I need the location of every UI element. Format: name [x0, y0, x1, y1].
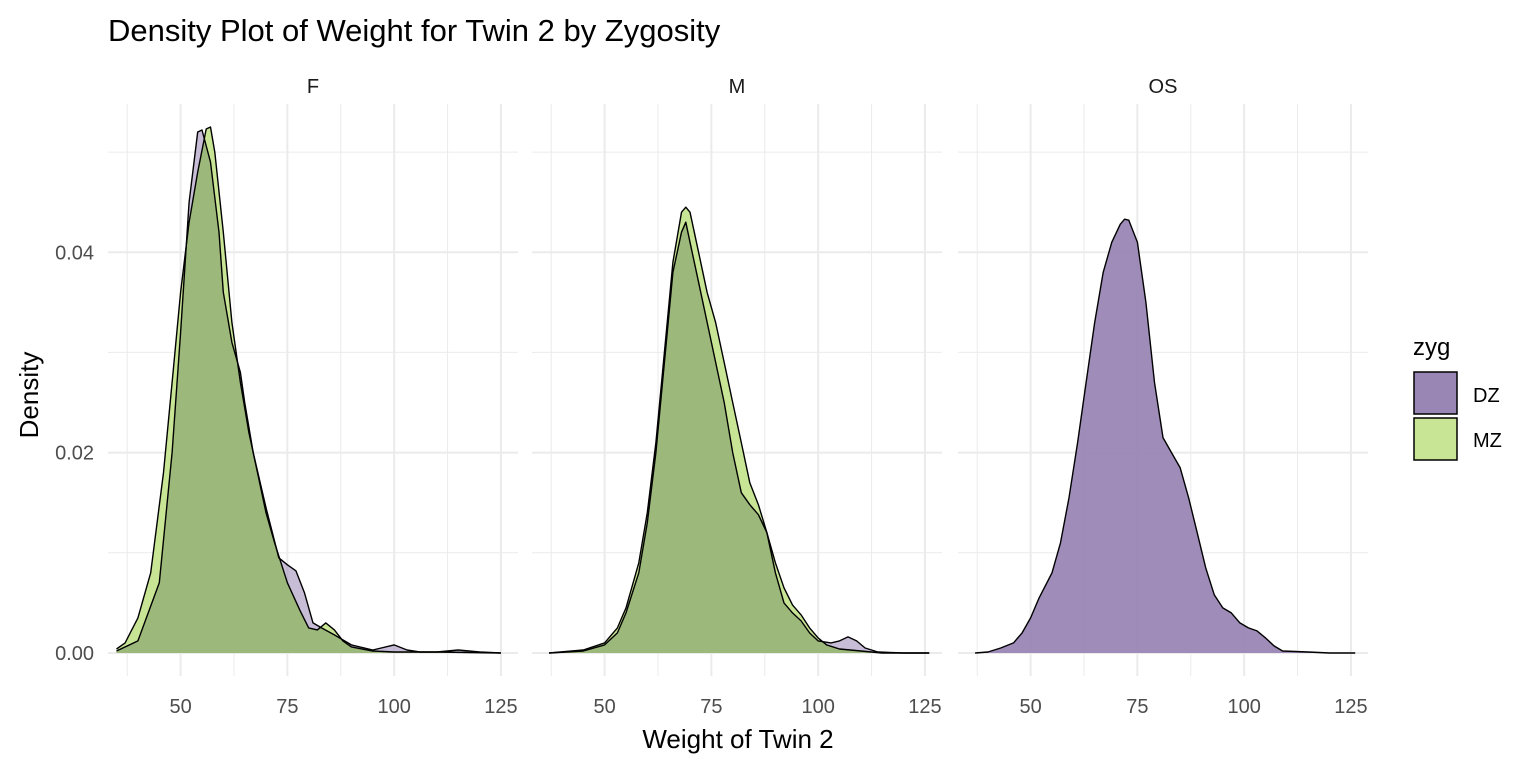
- legend-key-mz: [1413, 417, 1458, 461]
- y-tick-label: 0.04: [55, 242, 94, 264]
- x-tick-label: 75: [276, 696, 298, 718]
- x-tick-label: 100: [801, 696, 834, 718]
- legend: zyg DZ MZ: [1413, 334, 1502, 461]
- legend-label-mz: MZ: [1473, 430, 1502, 452]
- x-tick-label: 50: [169, 696, 191, 718]
- facet-strip-label: F: [307, 76, 319, 98]
- y-tick-label: 0.00: [55, 643, 94, 665]
- x-tick-label: 75: [1126, 696, 1148, 718]
- density-overlap: [116, 139, 501, 654]
- x-tick-label: 50: [593, 696, 615, 718]
- x-axis-title: Weight of Twin 2: [642, 724, 833, 754]
- x-tick-label: 75: [700, 696, 722, 718]
- legend-title: zyg: [1413, 334, 1450, 361]
- x-tick-label: 50: [1019, 696, 1041, 718]
- x-tick-label: 100: [1227, 696, 1260, 718]
- facet-panel-f: F 50 75 100 125 0.00 0.02 0.04: [55, 76, 518, 718]
- y-axis-title: Density: [14, 352, 44, 439]
- y-tick-label: 0.02: [55, 443, 94, 465]
- facet-strip-label: M: [729, 76, 746, 98]
- facet-panels: F 50 75 100 125 0.00 0.02 0.04 M 50 75 100 125 OS 50 75…: [55, 76, 1368, 718]
- x-tick-label: 125: [1334, 696, 1367, 718]
- density-area-dz: [975, 219, 1356, 653]
- facet-panel-m: M 50 75 100 125: [532, 76, 942, 718]
- x-tick-label: 100: [377, 696, 410, 718]
- density-line-dz: [975, 218, 1356, 654]
- facet-strip-label: OS: [1149, 76, 1178, 98]
- density-line-dz: [549, 221, 930, 654]
- legend-label-dz: DZ: [1473, 385, 1500, 407]
- facet-panel-os: OS 50 75 100 125: [958, 76, 1368, 718]
- x-tick-label: 125: [484, 696, 517, 718]
- legend-key-dz: [1413, 371, 1458, 415]
- density-line-mz: [549, 206, 930, 654]
- chart-title: Density Plot of Weight for Twin 2 by Zyg…: [108, 13, 721, 48]
- x-tick-label: 125: [908, 696, 941, 718]
- density-line-mz: [116, 126, 501, 654]
